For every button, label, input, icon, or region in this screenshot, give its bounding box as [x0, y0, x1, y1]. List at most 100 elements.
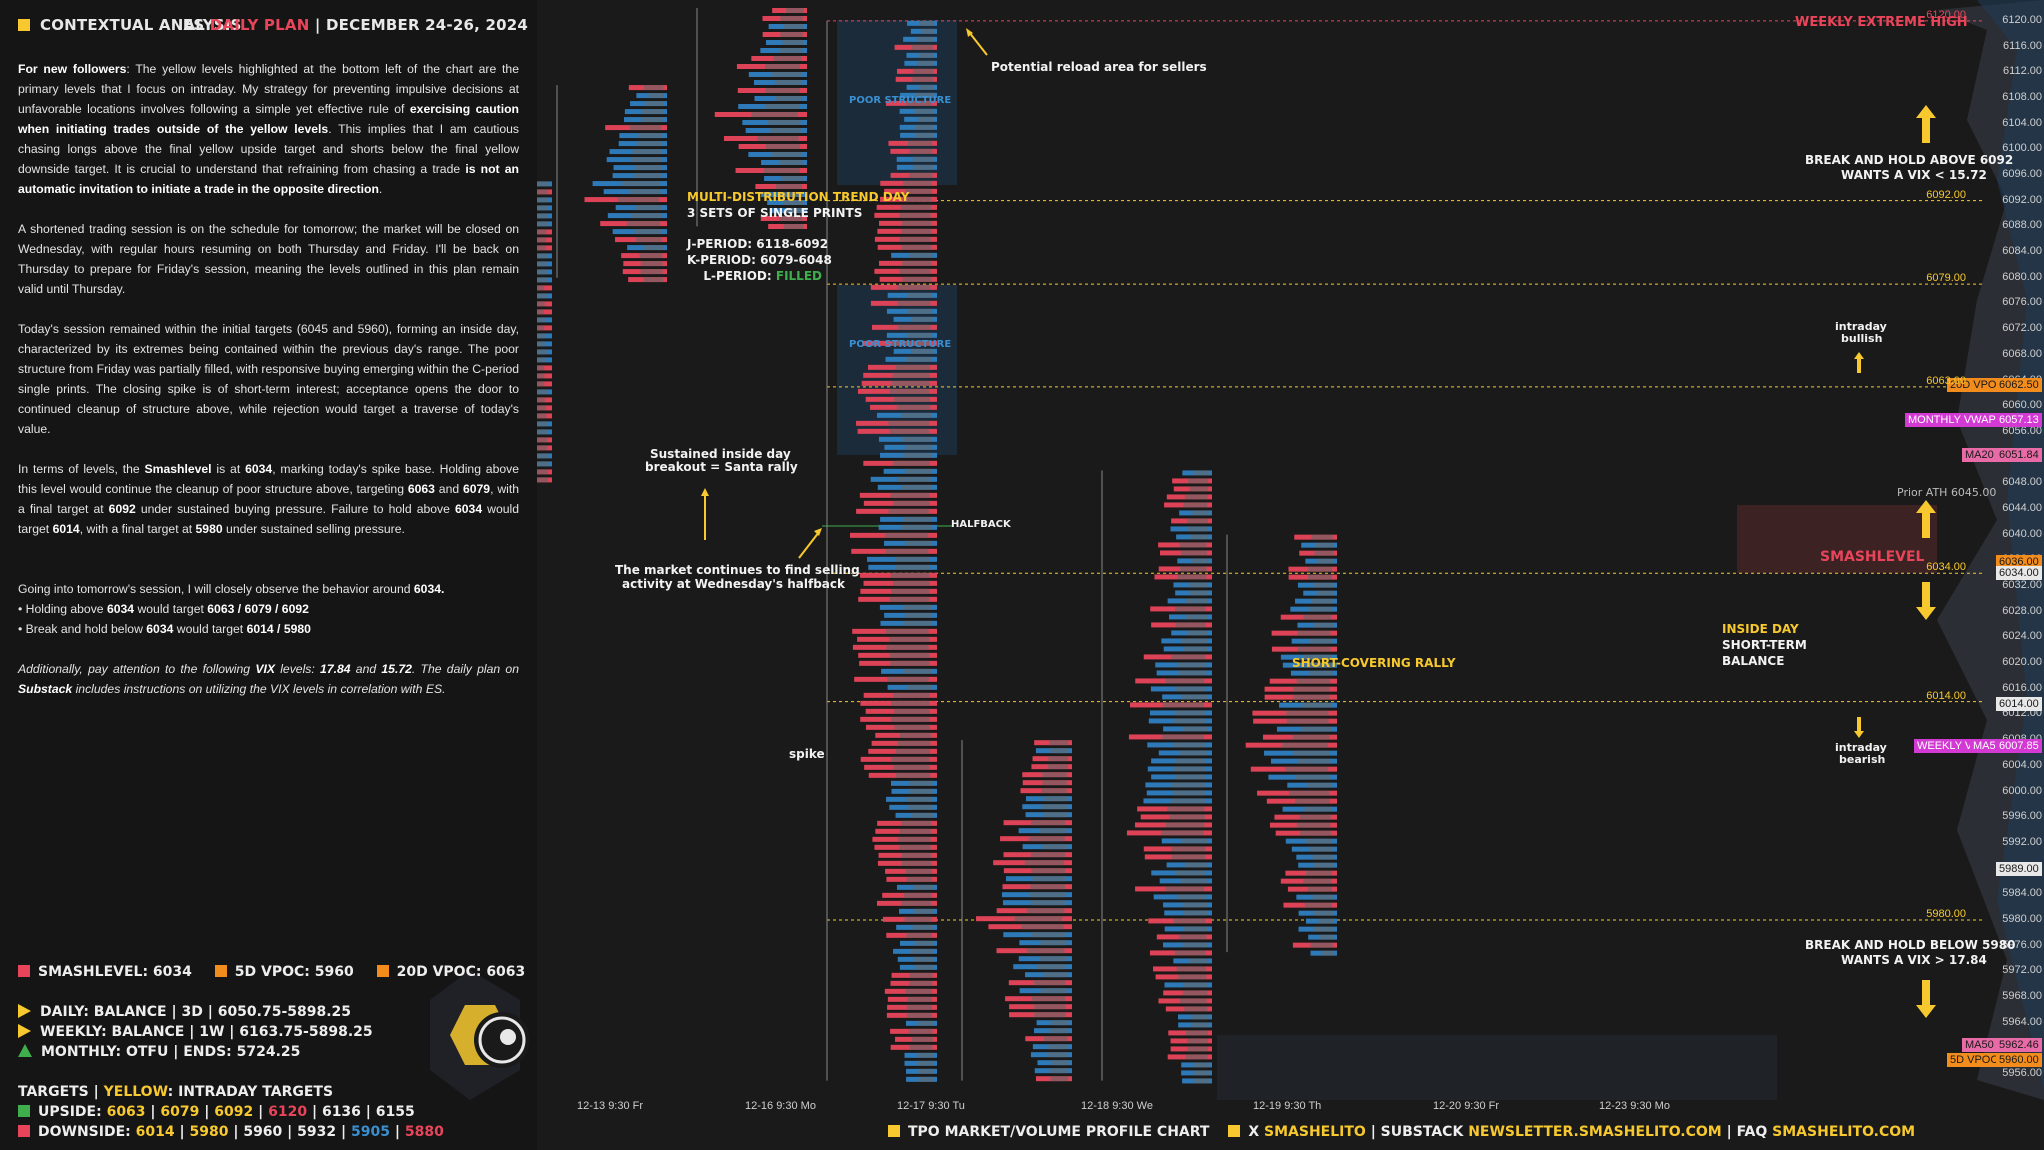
tpo-bar — [641, 117, 663, 123]
tpo-bar — [648, 93, 664, 99]
tpo-bar — [1187, 526, 1208, 532]
tpo-bar — [1187, 518, 1208, 524]
tpo-bar — [1321, 950, 1335, 956]
tpo-bar — [630, 157, 661, 163]
tpo-bar — [1187, 1046, 1208, 1052]
tpo-bar — [1034, 980, 1066, 986]
tpo-bar — [1174, 718, 1206, 724]
tpo-bar — [643, 277, 664, 283]
tpo-bar — [537, 197, 549, 203]
tpo-bar — [919, 20, 935, 26]
tag-20d-vpoc-value: 6062.50 — [1996, 378, 2042, 392]
tpo-bar — [916, 36, 934, 42]
tpo-bar — [914, 132, 934, 138]
tpo-bar — [1169, 814, 1205, 820]
tpo-bar — [1162, 734, 1204, 740]
tpo-bar — [909, 780, 933, 786]
tpo-bar — [1044, 796, 1068, 802]
arrow-up-icon — [1854, 352, 1864, 373]
y-tick-label: 6100.00 — [2002, 142, 2042, 155]
tpo-bar — [1282, 742, 1328, 748]
volume-bar — [537, 325, 552, 331]
tpo-bar — [901, 860, 932, 866]
tpo-bar — [902, 452, 932, 458]
tpo-bar — [780, 16, 803, 21]
tpo-bar — [912, 812, 933, 818]
tpo-bar — [1041, 788, 1067, 794]
tpo-bar — [1184, 494, 1208, 500]
tpo-bar — [537, 341, 545, 347]
tpo-bar — [1293, 694, 1330, 700]
y-tick-label: 5956.00 — [2002, 1067, 2042, 1080]
tpo-bar — [537, 277, 548, 283]
y-tick-label: 6120.00 — [2002, 13, 2042, 26]
y-tick-label: 6016.00 — [2002, 681, 2042, 694]
tpo-bar — [1312, 894, 1333, 900]
arrow-down-icon — [1916, 582, 1936, 620]
tpo-bar — [891, 588, 930, 594]
tpo-bar — [918, 1020, 934, 1026]
tpo-bar — [906, 100, 932, 106]
tpo-bar — [1309, 670, 1333, 676]
tpo-bar — [537, 221, 549, 227]
tpo-bar — [1180, 750, 1207, 756]
annotation-weekly-extreme: WEEKLY EXTREME HIGH — [1795, 15, 1968, 30]
y-tick-label: 5984.00 — [2002, 887, 2042, 900]
footer-faq-link[interactable]: SMASHELITO.COM — [1772, 1124, 1916, 1140]
tpo-bar — [537, 205, 549, 211]
tpo-bar — [899, 212, 931, 218]
y-tick-label: 6104.00 — [2002, 116, 2042, 129]
tpo-bar — [893, 764, 930, 770]
annotation-sustained-2: breakout = Santa rally — [645, 460, 798, 474]
annotation-prior-ath: Prior ATH 6045.00 — [1897, 486, 1997, 499]
tpo-bar — [537, 293, 547, 299]
level-label: 6120.00 — [1926, 8, 1966, 21]
tpo-bar — [1314, 550, 1334, 556]
x-tick-label: 12-19 9:30 Th — [1253, 1100, 1322, 1112]
tpo-bar — [914, 108, 934, 114]
tpo-bar — [1167, 806, 1205, 812]
tpo-bar — [910, 316, 933, 322]
tpo-bar — [634, 165, 662, 171]
level-label: 6063.00 — [1926, 374, 1966, 387]
tpo-bar — [783, 24, 804, 29]
tpo-bar — [537, 301, 545, 307]
tpo-bar — [1031, 996, 1066, 1002]
tpo-bar — [898, 836, 931, 842]
tpo-bar — [786, 8, 804, 13]
footer-x-handle[interactable]: SMASHELITO — [1264, 1124, 1366, 1140]
tpo-bar — [1302, 702, 1332, 708]
tpo-bar — [764, 64, 800, 69]
tpo-bar — [1178, 974, 1207, 980]
tpo-bar — [894, 708, 930, 714]
chart-canvas — [537, 0, 2044, 1100]
legend-levels: SMASHLEVEL: 6034 5D VPOC: 5960 20D VPOC:… — [18, 964, 525, 980]
tpo-bar — [1050, 1020, 1069, 1026]
tpo-bar — [905, 868, 932, 874]
tpo-bar — [897, 324, 931, 330]
tpo-bar — [1193, 1062, 1209, 1068]
y-tick-label: 6000.00 — [2002, 784, 2042, 797]
paragraph-levels: In terms of levels, the Smashlevel is at… — [18, 462, 520, 536]
tag-20d-vpoc: 20D VPOC — [1947, 378, 2008, 392]
tpo-bar — [1313, 910, 1334, 916]
y-tick-label: 6112.00 — [2003, 65, 2042, 78]
upside-swatch-icon — [18, 1105, 30, 1117]
smashlevel-zone — [1737, 505, 1937, 573]
tpo-chart[interactable]: 6120.00 6116.00 6112.00 6108.00 6104.00 6100.… — [537, 0, 2044, 1150]
tpo-bar — [781, 176, 803, 181]
tpo-bar — [902, 220, 932, 226]
tag-ma50: MA50 — [1962, 1038, 1997, 1052]
tpo-bar — [1182, 942, 1208, 948]
tpo-bar — [918, 84, 934, 90]
tpo-bar — [1175, 686, 1206, 692]
analysis-panel: CONTEXTUAL ANALYSIS ES DAILY PLAN | DECE… — [0, 0, 537, 1150]
tpo-bar — [537, 213, 548, 219]
tpo-bar — [909, 980, 933, 986]
y-tick-label: 6020.00 — [2002, 656, 2042, 669]
tag-5d-vpoc-value: 5960.00 — [1996, 1053, 2042, 1067]
tpo-bar — [537, 253, 548, 259]
footer-substack-link[interactable]: NEWSLETTER.SMASHELITO.COM — [1468, 1124, 1722, 1140]
tpo-bar — [893, 692, 930, 698]
tpo-bar — [890, 716, 930, 722]
